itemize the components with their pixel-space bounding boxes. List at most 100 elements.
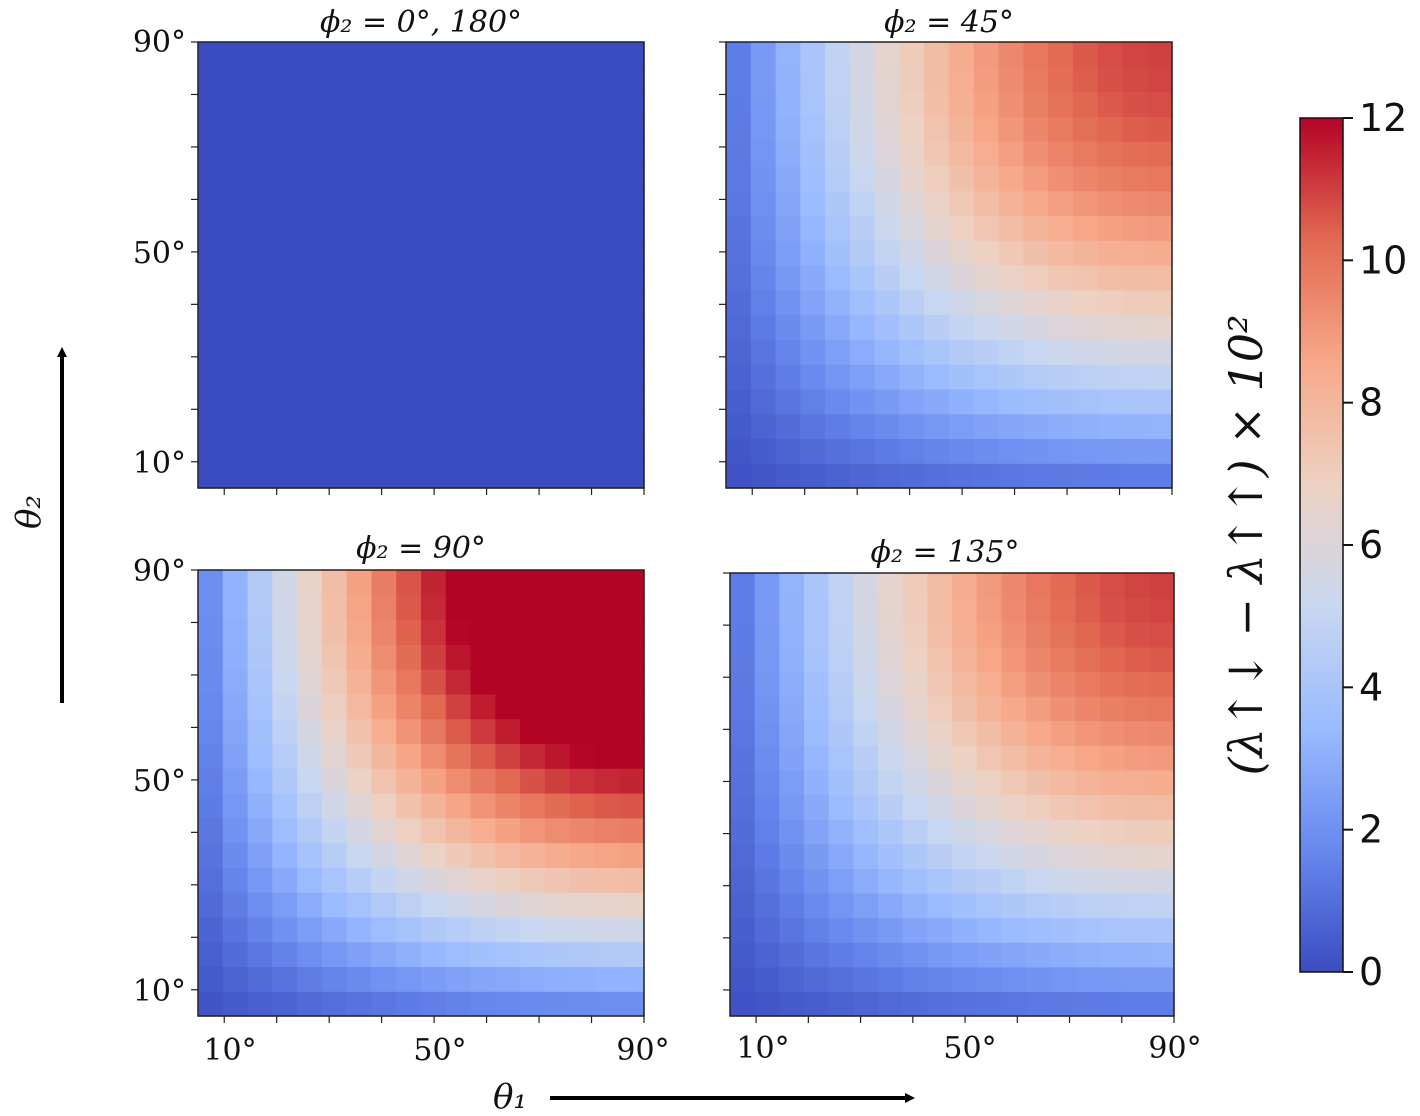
heatmap-cell (297, 240, 323, 266)
heatmap-cell (874, 66, 901, 93)
heatmap-cell (853, 794, 879, 820)
heatmap-cell (272, 644, 298, 670)
heatmap-cell (198, 743, 224, 769)
heatmap-cell (247, 892, 273, 918)
heatmap-cell (445, 743, 472, 769)
heatmap-cell (973, 388, 1000, 415)
heatmap-cell (247, 364, 273, 390)
heatmap-cell (445, 842, 472, 868)
heatmap-cell (569, 364, 596, 390)
heatmap-cell (594, 619, 620, 645)
heatmap-cell (594, 743, 620, 769)
heatmap-cell (520, 388, 546, 415)
heatmap-cell (952, 991, 978, 1017)
heatmap-cell (470, 289, 496, 316)
heatmap-cell (198, 463, 224, 489)
heatmap-cell (495, 867, 521, 893)
heatmap-cell (1023, 265, 1049, 291)
heatmap-cell (272, 594, 298, 621)
heatmap-cell (222, 289, 249, 316)
heatmap-cell (804, 573, 830, 599)
heatmap-cell (198, 91, 224, 117)
heatmap-cell (346, 116, 373, 142)
heatmap-cell (874, 289, 901, 316)
x-axis-ticks (751, 488, 1173, 495)
heatmap-cell (495, 619, 521, 645)
colorbar-tick-label: 8 (1359, 381, 1383, 425)
heatmap-cell (371, 793, 397, 819)
heatmap-cell (346, 916, 373, 943)
heatmap-cell (594, 289, 620, 316)
heatmap-cell (1050, 843, 1076, 869)
heatmap-cell (569, 594, 596, 621)
heatmap-cell (754, 843, 780, 869)
heatmap-cell (421, 892, 447, 918)
heatmap-cell (371, 314, 397, 340)
heatmap-cell (594, 314, 620, 340)
heatmap-cell (421, 116, 447, 142)
heatmap-cell (569, 190, 596, 217)
panel-title: ϕ₂ = 45° (884, 5, 1014, 40)
heatmap-cell (878, 745, 904, 771)
heatmap-cell (495, 594, 521, 621)
heatmap-cell (1026, 966, 1052, 992)
heatmap-cell (779, 843, 805, 869)
heatmap-cell (297, 619, 323, 645)
heatmap-cell (1149, 696, 1175, 722)
heatmap-cell (520, 339, 546, 365)
heatmap-cell (544, 693, 571, 720)
heatmap-cell (730, 646, 756, 673)
heatmap-cell (973, 66, 1000, 93)
heatmap-cell (445, 570, 472, 596)
heatmap-cell (569, 388, 596, 415)
heatmap-cell (569, 793, 596, 819)
heatmap-cell (421, 289, 447, 316)
heatmap-cell (726, 215, 752, 241)
heatmap-cell (470, 916, 496, 943)
heatmap-cell (924, 240, 950, 266)
heatmap-cell (321, 413, 348, 440)
heatmap-cell (750, 66, 777, 93)
heatmap-cell (828, 720, 854, 746)
heatmap-cell (1026, 868, 1052, 894)
heatmap-cell (1026, 696, 1052, 722)
heatmap-cell (825, 190, 851, 217)
heatmap-cell (222, 644, 249, 670)
heatmap-cell (222, 669, 249, 695)
heatmap-cell (825, 265, 851, 291)
heatmap-cell (1023, 413, 1049, 440)
heatmap-cell (1050, 769, 1076, 796)
heatmap-cell (754, 622, 780, 648)
heatmap-cell (569, 215, 596, 241)
heatmap-cell (1122, 413, 1148, 440)
heatmap-cell (198, 991, 224, 1017)
heatmap-cell (853, 597, 879, 623)
heatmap-cell (1048, 190, 1074, 217)
heatmap-cell (594, 42, 620, 68)
heatmap-cell (371, 289, 397, 316)
heatmap-cell (222, 190, 249, 217)
heatmap-cell (1124, 696, 1150, 722)
heatmap-cell (396, 463, 422, 489)
y-tick-label-90: 90° (133, 554, 186, 589)
plot-frame (725, 41, 1173, 489)
heatmap-cell (470, 867, 496, 893)
heatmap-cell (1048, 289, 1074, 316)
heatmap-cell (1075, 892, 1101, 919)
heatmap-cell (371, 339, 397, 365)
heatmap-cell (828, 819, 854, 845)
heatmap-cell (1048, 66, 1074, 93)
heatmap-cell (1075, 991, 1101, 1017)
heatmap-cell (445, 364, 472, 390)
heatmap-cell (619, 364, 645, 390)
heatmap-cell (800, 215, 826, 241)
heatmap-cell (421, 66, 447, 93)
heatmap-cell (421, 339, 447, 365)
heatmap-cell (247, 867, 273, 893)
heatmap-cell (222, 413, 249, 440)
heatmap-cell (594, 892, 620, 918)
heatmap-cell (594, 66, 620, 93)
heatmap-cell (569, 438, 596, 464)
heatmap-cell (1075, 942, 1101, 968)
heatmap-cell (421, 438, 447, 464)
